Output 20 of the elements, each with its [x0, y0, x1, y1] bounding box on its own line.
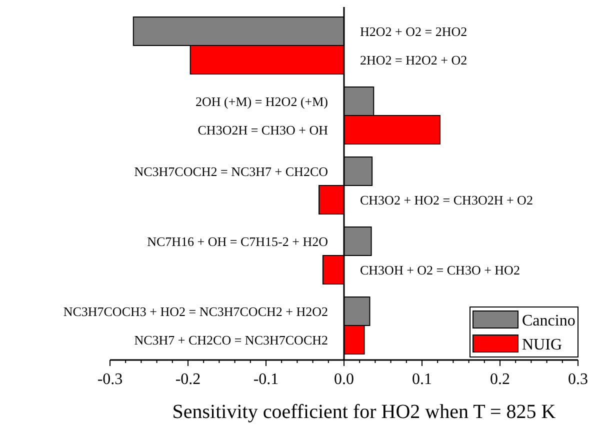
y-tick-label: NC3H7COCH2 = NC3H7 + CH2CO [134, 164, 328, 179]
y-tick-label: 2HO2 = H2O2 + O2 [360, 52, 468, 68]
x-tick-label: -0.2 [175, 371, 201, 388]
x-tick-label: 0.3 [568, 371, 588, 388]
x-axis-title: Sensitivity coefficient for HO2 when T = 825 K [172, 401, 556, 423]
x-tick-label: 0.2 [490, 371, 510, 388]
y-tick-label: NC3H7 + CH2CO = NC3H7COCH2 [134, 332, 328, 348]
y-tick-label: CH3O2 + HO2 = CH3O2H + O2 [360, 192, 533, 208]
y-tick-label: NC7H16 + OH = C7H15-2 + H2O [147, 234, 328, 249]
y-tick-label: CH3OH + O2 = CH3O + HO2 [360, 262, 520, 278]
y-tick-label: H2O2 + O2 = 2HO2 [360, 24, 468, 39]
y-tick-label: 2OH (+M) = H2O2 (+M) [196, 94, 328, 109]
legend-label: Cancino [522, 312, 576, 330]
x-tick-label: 0.0 [334, 371, 354, 388]
x-tick-label: -0.1 [253, 371, 279, 388]
legend-label: NUIG [522, 336, 562, 354]
x-tick-label: 0.1 [412, 371, 432, 388]
y-tick-label: CH3O2H = CH3O + OH [198, 122, 328, 138]
x-tick-label: -0.3 [97, 371, 123, 388]
y-tick-label: NC3H7COCH3 + HO2 = NC3H7COCH2 + H2O2 [63, 304, 328, 319]
